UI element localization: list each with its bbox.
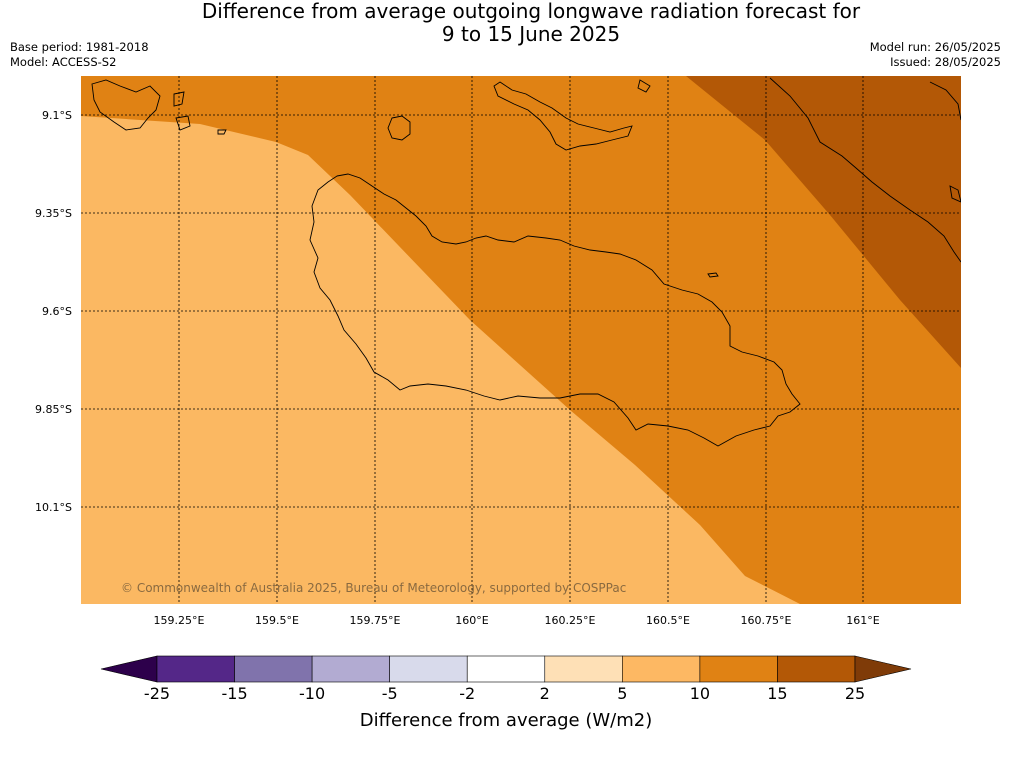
- title-line-1: Difference from average outgoing longwav…: [201, 0, 861, 23]
- meta-right: Model run: 26/05/2025 Issued: 28/05/2025: [870, 40, 1001, 70]
- lon-label: 159.25°E: [154, 614, 205, 627]
- colorbar-cells: [156, 655, 856, 683]
- colorbar-tick-label: -10: [299, 684, 325, 703]
- lon-label: 160°E: [455, 614, 488, 627]
- colorbar-cell: [466, 655, 546, 683]
- guadalcanal-coast: [309, 173, 801, 447]
- russell-islands-coast: [91, 79, 161, 131]
- base-period: Base period: 1981-2018: [10, 40, 149, 54]
- florida-islands-coast: [493, 81, 633, 151]
- colorbar-over-arrow: [854, 655, 912, 683]
- lon-label: 161°E: [846, 614, 879, 627]
- colorbar-tick-label: 10: [690, 684, 710, 703]
- issued-date: Issued: 28/05/2025: [890, 55, 1001, 69]
- colorbar-tick-label: 5: [617, 684, 627, 703]
- ngella-islet: [637, 79, 651, 93]
- savo-island-coast: [387, 115, 411, 141]
- colorbar-tick-label: 25: [845, 684, 865, 703]
- lat-labels: 9.1°S 9.35°S 9.6°S 9.85°S 10.1°S: [35, 109, 72, 514]
- chart-title: Difference from average outgoing longwav…: [0, 0, 1011, 46]
- lon-label: 159.75°E: [350, 614, 401, 627]
- band-5-10: [81, 116, 800, 604]
- tiny-islet-coast: [707, 272, 719, 278]
- colorbar-cell: [234, 655, 313, 683]
- lon-labels: 159.25°E 159.5°E 159.75°E 160°E 160.25°E…: [154, 614, 880, 627]
- colorbar-cell: [777, 655, 856, 683]
- lat-label: 9.35°S: [35, 207, 72, 220]
- colorbar-tick-label: 15: [767, 684, 787, 703]
- lat-label: 9.6°S: [42, 305, 72, 318]
- colorbar-tick-label: -15: [221, 684, 247, 703]
- colorbar-tick-label: -5: [382, 684, 398, 703]
- lon-label: 160.75°E: [741, 614, 792, 627]
- colorbar-ticks: -25 -15 -10 -5 -2 2 5 10 15 25: [144, 684, 865, 703]
- colorbar-tick-label: 2: [540, 684, 550, 703]
- meta-left: Base period: 1981-2018 Model: ACCESS-S2: [10, 40, 149, 70]
- colorbar-cell: [699, 655, 778, 683]
- coastlines: [91, 77, 961, 447]
- model-name: Model: ACCESS-S2: [10, 55, 117, 69]
- colorbar-under-arrow: [100, 655, 158, 683]
- map-panel: [81, 76, 961, 604]
- copyright-notice: © Commonwealth of Australia 2025, Bureau…: [121, 581, 626, 595]
- russell-islet-2: [175, 115, 191, 131]
- colorbar-label: Difference from average (W/m2): [360, 710, 652, 731]
- lon-label: 160.5°E: [646, 614, 690, 627]
- lon-label: 160.25°E: [545, 614, 596, 627]
- colorbar-cell: [389, 655, 468, 683]
- colorbar-cell: [544, 655, 623, 683]
- colorbar-tick-label: -25: [144, 684, 170, 703]
- colorbar-cell: [156, 655, 235, 683]
- colorbar-cell: [622, 655, 701, 683]
- lat-label: 9.1°S: [42, 109, 72, 122]
- lat-label: 10.1°S: [35, 501, 72, 514]
- title-line-2: 9 to 15 June 2025: [441, 22, 621, 46]
- model-run: Model run: 26/05/2025: [869, 40, 1001, 54]
- malaita-coast-2: [929, 81, 961, 121]
- colorbar-tick-label: -2: [459, 684, 475, 703]
- colorbar-cell: [311, 655, 390, 683]
- malaita-islet-1: [949, 185, 961, 203]
- russell-islet-3: [217, 129, 227, 135]
- band-15-25: [686, 76, 961, 368]
- malaita-coast: [769, 77, 961, 263]
- gridlines: [81, 76, 961, 604]
- lat-label: 9.85°S: [35, 403, 72, 416]
- lon-label: 159.5°E: [255, 614, 299, 627]
- colorbar: -25 -15 -10 -5 -2 2 5 10 15 25 Difference from av…: [100, 655, 912, 731]
- russell-islet-1: [173, 91, 185, 107]
